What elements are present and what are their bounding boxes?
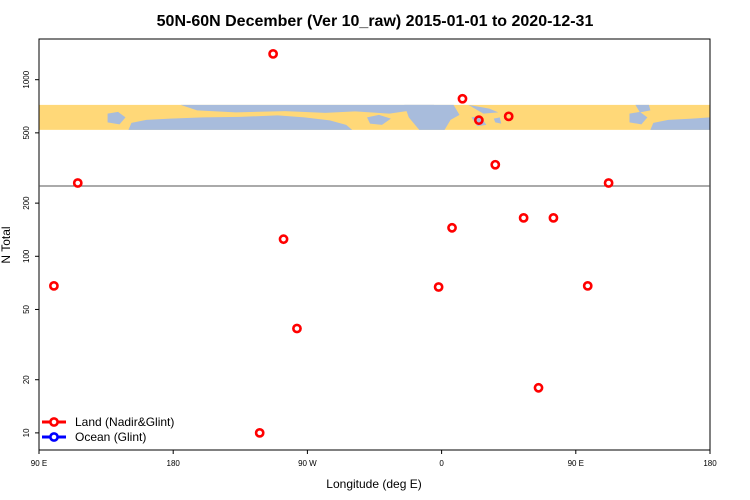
data-point bbox=[72, 178, 83, 188]
y-tick-label: 100 bbox=[22, 249, 31, 263]
legend-marker bbox=[49, 417, 59, 427]
x-tick-label: 90 E bbox=[568, 459, 584, 468]
map-ocean-region bbox=[635, 104, 651, 113]
data-point bbox=[518, 212, 529, 223]
data-point bbox=[268, 48, 279, 59]
y-tick-label: 20 bbox=[22, 375, 31, 384]
data-points bbox=[49, 48, 614, 438]
legend: Land (Nadir&Glint)Ocean (Glint) bbox=[42, 415, 174, 444]
plot-frame bbox=[38, 38, 711, 451]
data-point bbox=[457, 93, 468, 104]
y-axis-label: N Total bbox=[0, 226, 13, 263]
map-ocean-region bbox=[367, 114, 391, 125]
data-point bbox=[603, 178, 614, 188]
x-tick-label: 180 bbox=[167, 459, 181, 468]
x-tick-label: 90 E bbox=[31, 459, 47, 468]
data-point bbox=[490, 159, 501, 170]
data-point bbox=[533, 382, 544, 393]
map-ocean-region bbox=[468, 104, 499, 114]
legend-label: Ocean (Glint) bbox=[75, 430, 146, 444]
x-tick-label: 0 bbox=[439, 459, 444, 468]
data-point bbox=[582, 280, 593, 291]
y-tick-label: 500 bbox=[22, 126, 31, 140]
data-point bbox=[503, 111, 514, 122]
data-point bbox=[447, 222, 457, 233]
x-axis: 90 E 180 90 W 0 90 E 180 bbox=[31, 450, 717, 468]
legend-label: Land (Nadir&Glint) bbox=[75, 415, 174, 429]
legend-marker bbox=[49, 432, 59, 442]
y-axis: 10 20 50 100 200 500 1000 bbox=[22, 70, 39, 437]
x-axis-label: Longitude (deg E) bbox=[326, 477, 421, 491]
map-ocean-region bbox=[128, 115, 353, 130]
map-ocean-region bbox=[629, 111, 648, 125]
data-point bbox=[49, 280, 59, 291]
map-ocean-region bbox=[404, 104, 460, 130]
data-point bbox=[473, 115, 484, 126]
map-ocean-region bbox=[180, 104, 435, 114]
data-point bbox=[433, 282, 444, 292]
data-point bbox=[292, 323, 302, 334]
y-tick-label: 1000 bbox=[22, 70, 31, 88]
data-point bbox=[278, 234, 289, 245]
y-tick-label: 10 bbox=[22, 428, 31, 437]
x-tick-label: 90 W bbox=[298, 459, 317, 468]
map-strip bbox=[39, 104, 710, 130]
map-ocean-region bbox=[107, 111, 126, 125]
x-tick-label: 180 bbox=[703, 459, 717, 468]
chart-title: 50N-60N December (Ver 10_raw) 2015-01-01… bbox=[157, 13, 594, 30]
y-tick-label: 200 bbox=[22, 196, 31, 210]
map-ocean-region bbox=[493, 117, 502, 124]
map-ocean-region bbox=[650, 117, 710, 130]
data-point bbox=[254, 427, 265, 438]
data-point bbox=[548, 212, 559, 223]
y-tick-label: 50 bbox=[22, 304, 31, 313]
